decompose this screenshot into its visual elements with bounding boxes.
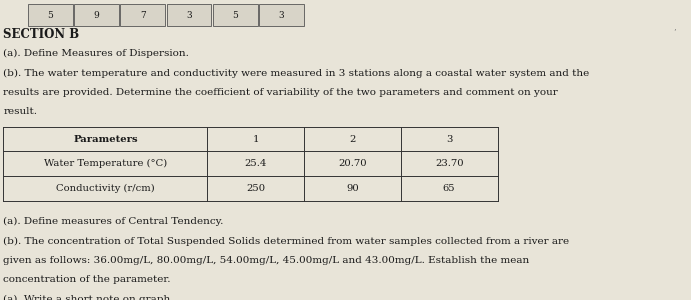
Text: (a). Define Measures of Dispersion.: (a). Define Measures of Dispersion.: [3, 49, 189, 58]
Text: 250: 250: [246, 184, 265, 193]
Text: Conductivity (r/cm): Conductivity (r/cm): [56, 184, 155, 193]
Text: 25.4: 25.4: [245, 159, 267, 168]
Text: Parameters: Parameters: [73, 135, 138, 144]
Text: 90: 90: [346, 184, 359, 193]
Text: Water Temperature (°C): Water Temperature (°C): [44, 159, 167, 168]
Text: 3: 3: [186, 11, 192, 20]
Bar: [213, 4, 258, 26]
Text: given as follows: 36.00mg/L, 80.00mg/L, 54.00mg/L, 45.00mg/L and 43.00mg/L. Esta: given as follows: 36.00mg/L, 80.00mg/L, …: [3, 256, 530, 265]
Text: 23.70: 23.70: [435, 159, 464, 168]
Bar: [259, 4, 304, 26]
Bar: [28, 4, 73, 26]
Text: (a). Write a short note on graph: (a). Write a short note on graph: [3, 295, 171, 300]
Text: result.: result.: [3, 107, 37, 116]
Text: concentration of the parameter.: concentration of the parameter.: [3, 275, 171, 284]
Bar: [167, 4, 211, 26]
Bar: [120, 4, 165, 26]
Text: 9: 9: [93, 11, 100, 20]
Text: (b). The water temperature and conductivity were measured in 3 stations along a : (b). The water temperature and conductiv…: [3, 69, 589, 78]
Text: ’: ’: [674, 27, 676, 35]
Text: results are provided. Determine the coefficient of variability of the two parame: results are provided. Determine the coef…: [3, 88, 558, 97]
Text: 7: 7: [140, 11, 146, 20]
Text: 3: 3: [278, 11, 285, 20]
Text: 65: 65: [443, 184, 455, 193]
Text: 2: 2: [349, 135, 356, 144]
Text: 5: 5: [47, 11, 53, 20]
Bar: [74, 4, 119, 26]
Text: SECTION B: SECTION B: [3, 28, 79, 41]
Text: 5: 5: [232, 11, 238, 20]
Text: (b). The concentration of Total Suspended Solids determined from water samples c: (b). The concentration of Total Suspende…: [3, 237, 569, 246]
Text: (a). Define measures of Central Tendency.: (a). Define measures of Central Tendency…: [3, 217, 224, 226]
Text: 1: 1: [252, 135, 259, 144]
Text: 20.70: 20.70: [338, 159, 367, 168]
Text: 3: 3: [446, 135, 453, 144]
